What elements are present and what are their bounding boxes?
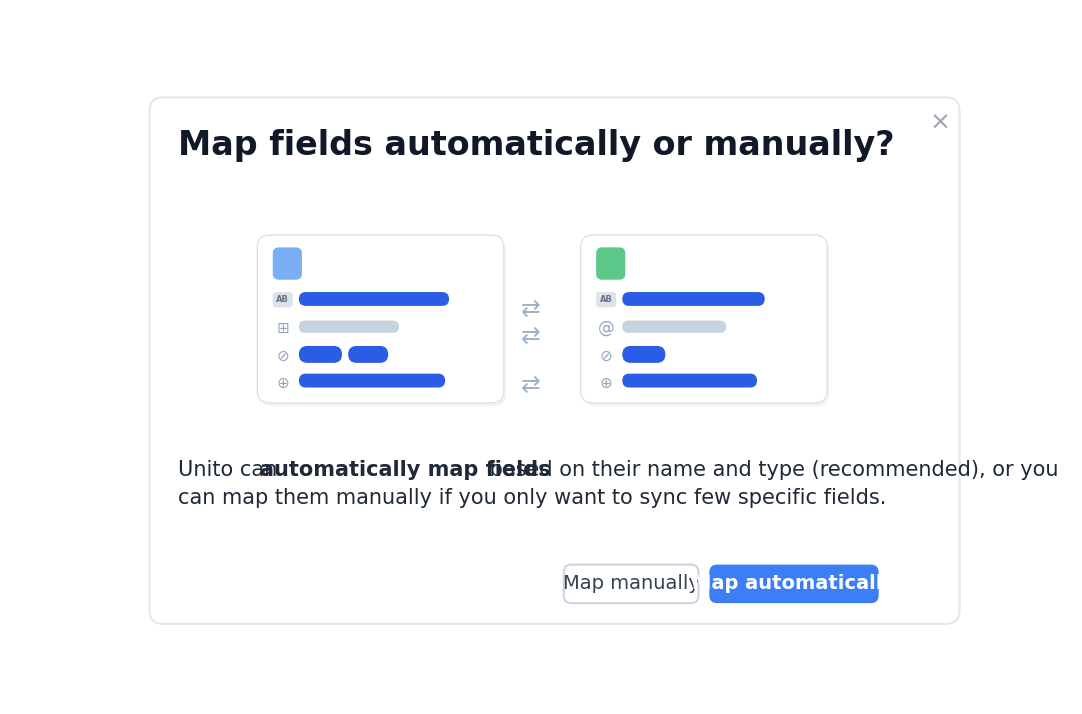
FancyBboxPatch shape — [622, 346, 665, 363]
Text: ⇄: ⇄ — [520, 324, 541, 348]
FancyBboxPatch shape — [299, 292, 449, 306]
FancyBboxPatch shape — [622, 292, 765, 306]
FancyBboxPatch shape — [622, 373, 757, 388]
FancyBboxPatch shape — [299, 321, 399, 333]
FancyBboxPatch shape — [596, 292, 616, 308]
Text: ⊘: ⊘ — [599, 348, 612, 363]
FancyBboxPatch shape — [299, 346, 342, 363]
Text: AB: AB — [276, 296, 289, 304]
FancyBboxPatch shape — [273, 247, 302, 280]
FancyBboxPatch shape — [260, 238, 506, 406]
Text: ⊞: ⊞ — [276, 321, 289, 336]
Text: Unito can: Unito can — [179, 460, 283, 480]
Text: can map them manually if you only want to sync few specific fields.: can map them manually if you only want t… — [179, 488, 886, 508]
FancyBboxPatch shape — [622, 321, 726, 333]
FancyBboxPatch shape — [299, 373, 445, 388]
FancyBboxPatch shape — [149, 97, 960, 624]
Text: ×: × — [929, 111, 951, 135]
Text: ⊘: ⊘ — [276, 348, 289, 363]
FancyBboxPatch shape — [564, 565, 699, 603]
FancyBboxPatch shape — [258, 235, 504, 403]
Text: Map automatically: Map automatically — [692, 574, 896, 593]
Text: Map fields automatically or manually?: Map fields automatically or manually? — [179, 129, 895, 162]
Text: ⊕: ⊕ — [276, 376, 289, 391]
Text: Map manually: Map manually — [563, 574, 700, 593]
Text: ⇄: ⇄ — [520, 373, 541, 396]
FancyBboxPatch shape — [348, 346, 388, 363]
Text: AB: AB — [599, 296, 612, 304]
Text: ⊕: ⊕ — [599, 376, 612, 391]
Text: @: @ — [597, 319, 615, 337]
FancyBboxPatch shape — [583, 238, 830, 406]
FancyBboxPatch shape — [273, 292, 293, 308]
Text: automatically map fields: automatically map fields — [260, 460, 550, 480]
Text: ⇄: ⇄ — [520, 297, 541, 321]
FancyBboxPatch shape — [710, 565, 879, 603]
FancyBboxPatch shape — [581, 235, 827, 403]
FancyBboxPatch shape — [596, 247, 625, 280]
Text: based on their name and type (recommended), or you: based on their name and type (recommende… — [484, 460, 1059, 480]
